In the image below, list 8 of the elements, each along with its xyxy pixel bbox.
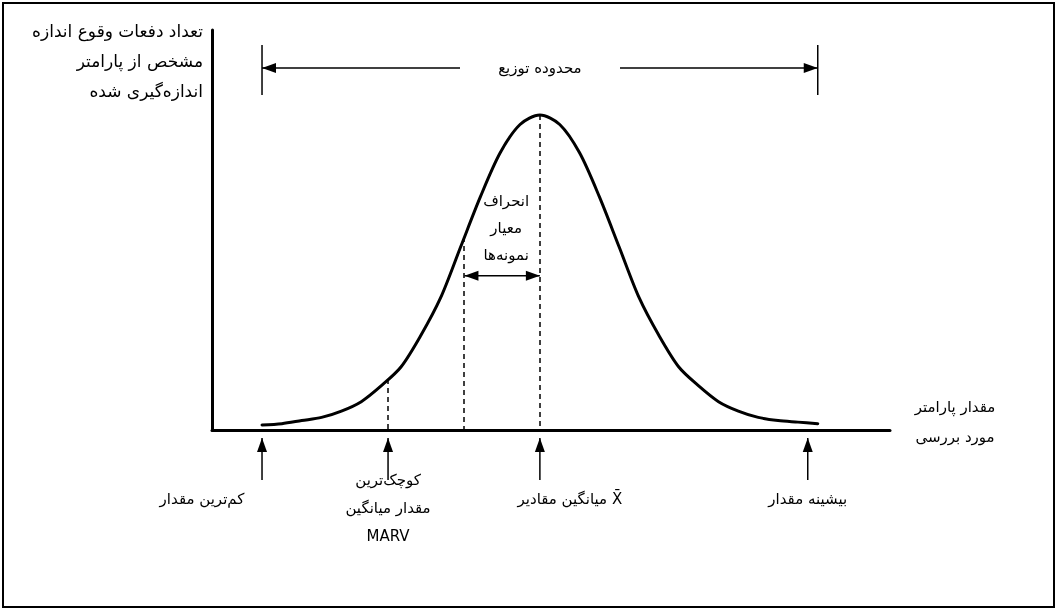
chart-title: محدوده توزیع bbox=[459, 55, 620, 81]
text: X̄ میانگین مقادیر bbox=[516, 488, 624, 510]
annotation: انحراف معیار نمونه‌ها bbox=[482, 190, 531, 266]
text: کم‌ترین مقدار bbox=[158, 489, 246, 510]
y-axis-title: تعداد دفعات وقوع اندازه مشخص از پارامتر اندازه‌گیری شده bbox=[31, 20, 203, 103]
text: بیشینه مقدار bbox=[766, 489, 849, 510]
text: کوچک‌ترین مقدار میانگین MARV bbox=[344, 470, 432, 547]
text: مقدار پارامتر مورد بررسی bbox=[913, 397, 997, 448]
